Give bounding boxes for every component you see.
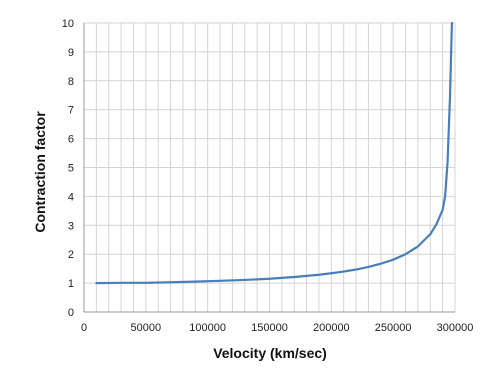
x-tick-label: 0 (81, 322, 87, 334)
y-tick-label: 10 (62, 18, 74, 30)
y-tick-label: 1 (68, 278, 74, 290)
x-tick-label: 100000 (189, 322, 226, 334)
y-tick-label: 4 (68, 191, 74, 203)
x-tick-label: 250000 (375, 322, 412, 334)
y-axis-title: Contraction factor (32, 111, 48, 233)
y-tick-label: 3 (68, 220, 74, 232)
x-tick-label: 300000 (437, 322, 474, 334)
x-axis-title: Velocity (km/sec) (213, 345, 327, 361)
x-tick-label: 50000 (131, 322, 162, 334)
y-tick-label: 9 (68, 47, 74, 59)
y-tick-label: 0 (68, 307, 74, 319)
grid (83, 22, 456, 313)
axes (83, 23, 455, 313)
y-tick-label: 5 (68, 163, 74, 175)
series-layer (95, 21, 454, 285)
y-tick-label: 7 (68, 105, 74, 117)
x-tick-label: 200000 (313, 322, 350, 334)
y-tick-label: 6 (68, 134, 74, 146)
y-tick-label: 2 (68, 249, 74, 261)
y-tick-label: 8 (68, 76, 74, 88)
x-tick-label: 150000 (251, 322, 288, 334)
series-line (95, 21, 454, 285)
tick-labels: 0 1 2 3 4 5 6 7 8 9 10 0 50000 100000 150000 200000 2500… (62, 18, 474, 334)
